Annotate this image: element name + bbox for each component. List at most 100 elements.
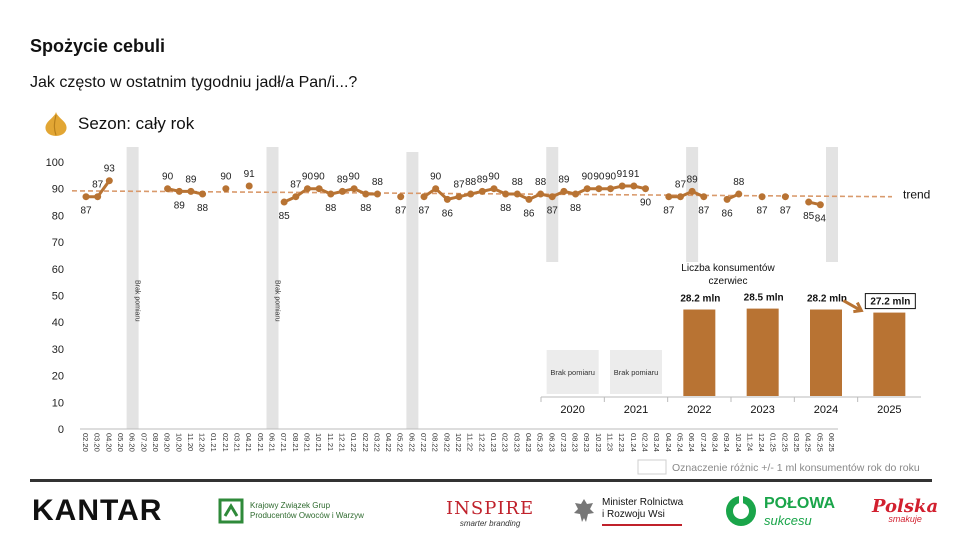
x-tick-label: 03.21 — [233, 433, 242, 452]
data-point — [537, 190, 545, 198]
onion-icon — [45, 112, 67, 136]
data-label: 88 — [325, 203, 337, 214]
season-indicator: Sezon: cały rok — [42, 110, 194, 138]
x-tick-label: 01.23 — [489, 433, 498, 452]
polowa-line-1: POŁOWA — [764, 494, 836, 512]
x-tick-label: 03.25 — [792, 433, 801, 452]
data-label: 91 — [617, 169, 629, 180]
x-tick-label: 09.23 — [582, 433, 591, 452]
x-tick-label: 01.21 — [209, 433, 218, 452]
data-label: 87 — [547, 206, 559, 217]
data-label: 90 — [605, 172, 617, 183]
consumption-chart: Brak pomiaru Brak pomiaru 0 10 20 30 40 50 60 70 8… — [46, 147, 930, 475]
x-tick-label: 08.21 — [291, 433, 300, 452]
x-tick-label: 05.24 — [675, 433, 684, 452]
data-point — [607, 185, 615, 193]
bar-value-label: 28.2 mln — [680, 294, 720, 305]
data-point — [735, 190, 743, 198]
data-point — [700, 193, 708, 201]
data-point — [642, 185, 649, 193]
data-label: 88 — [733, 177, 745, 188]
page-title: Spożycie cebuli — [30, 36, 166, 56]
data-label: 90 — [162, 172, 174, 183]
data-label: 88 — [535, 177, 547, 188]
x-tick-label: 04.23 — [524, 433, 533, 452]
data-point — [292, 193, 300, 201]
gap-label: Brak pomiaru — [274, 280, 281, 322]
data-label: 87 — [80, 206, 92, 217]
x-tick-label: 06.21 — [268, 433, 277, 452]
data-label: 90 — [593, 172, 605, 183]
bar-category-label: 2025 — [877, 404, 901, 416]
data-label: 87 — [395, 206, 407, 217]
bar-value-label: 28.2 mln — [807, 294, 847, 305]
x-tick-label: 11.20 — [186, 433, 195, 451]
x-tick-label: 11.21 — [326, 433, 335, 451]
kzg-logo: Krajowy Związek Grup Producentów Owoców … — [218, 498, 364, 524]
data-label: 89 — [477, 174, 489, 185]
kzg-line-2: Producentów Owoców i Warzyw — [250, 511, 364, 520]
x-tick-label: 09.22 — [442, 433, 451, 452]
y-tick-label: 100 — [46, 157, 64, 169]
data-point — [164, 185, 172, 193]
eagle-emblem-icon — [574, 499, 594, 522]
polska-line-1: Polska — [872, 496, 939, 517]
bar-missing-box — [610, 350, 662, 394]
y-tick-label: 20 — [52, 371, 64, 383]
y-tick-label: 80 — [52, 210, 64, 222]
data-point — [350, 185, 358, 193]
x-tick-label: 04.21 — [244, 433, 253, 452]
data-point — [245, 182, 253, 190]
data-label: 86 — [523, 208, 535, 219]
kzg-logo-icon — [218, 498, 244, 524]
x-tick-label: 10.24 — [734, 433, 743, 452]
data-label: 84 — [815, 214, 827, 225]
x-tick-label: 12.24 — [757, 433, 766, 452]
data-label: 88 — [500, 203, 512, 214]
bar — [873, 312, 906, 396]
data-label: 91 — [244, 169, 256, 180]
trend-label: trend — [903, 188, 930, 202]
x-tick-label: 10.23 — [594, 433, 603, 452]
data-point — [502, 190, 510, 198]
gap-band — [826, 147, 838, 262]
x-tick-label: 12.22 — [477, 433, 486, 452]
legend-swatch — [637, 459, 667, 475]
x-tick-label: 02.23 — [501, 433, 510, 452]
bar — [746, 308, 779, 396]
data-point — [327, 190, 335, 198]
data-point — [816, 201, 824, 209]
x-tick-label: 12.21 — [337, 433, 346, 452]
x-tick-label: 10.22 — [454, 433, 463, 452]
x-tick-label: 11.23 — [606, 433, 615, 451]
bar-chart-title-line1: Liczba konsumentów — [681, 263, 775, 274]
data-label: 90 — [302, 172, 314, 183]
data-label: 89 — [337, 174, 349, 185]
bar — [810, 309, 842, 396]
data-label: 85 — [803, 211, 815, 222]
x-tick-label: 02.20 — [81, 433, 90, 452]
x-tick-label: 03.22 — [372, 433, 381, 452]
x-tick-label: 11.24 — [745, 433, 754, 451]
data-point — [82, 193, 90, 201]
data-label: 88 — [512, 177, 524, 188]
y-tick-label: 70 — [52, 237, 64, 249]
data-point — [723, 195, 731, 203]
x-tick-label: 01.22 — [349, 433, 358, 452]
y-tick-label: 10 — [52, 397, 64, 409]
series-line — [668, 189, 705, 199]
x-tick-label: 02.21 — [221, 433, 230, 452]
data-point — [280, 198, 288, 206]
x-tick-label: 06.22 — [407, 433, 416, 452]
data-label: 88 — [197, 203, 209, 214]
bar-missing-label: Brak pomiaru — [550, 368, 595, 377]
data-point — [525, 195, 533, 203]
x-tick-label: 04.22 — [384, 433, 393, 452]
x-tick-label: 06.24 — [687, 433, 696, 452]
inspire-logo: INSPIRE smarter branding — [446, 498, 534, 528]
ministry-flag-bar — [602, 523, 682, 526]
legend-note: Oznaczenie różnic +/- 1 ml konsumentów r… — [672, 462, 920, 474]
data-point — [595, 185, 603, 193]
data-label: 87 — [698, 206, 710, 217]
x-tick-label: 06.25 — [827, 433, 836, 452]
